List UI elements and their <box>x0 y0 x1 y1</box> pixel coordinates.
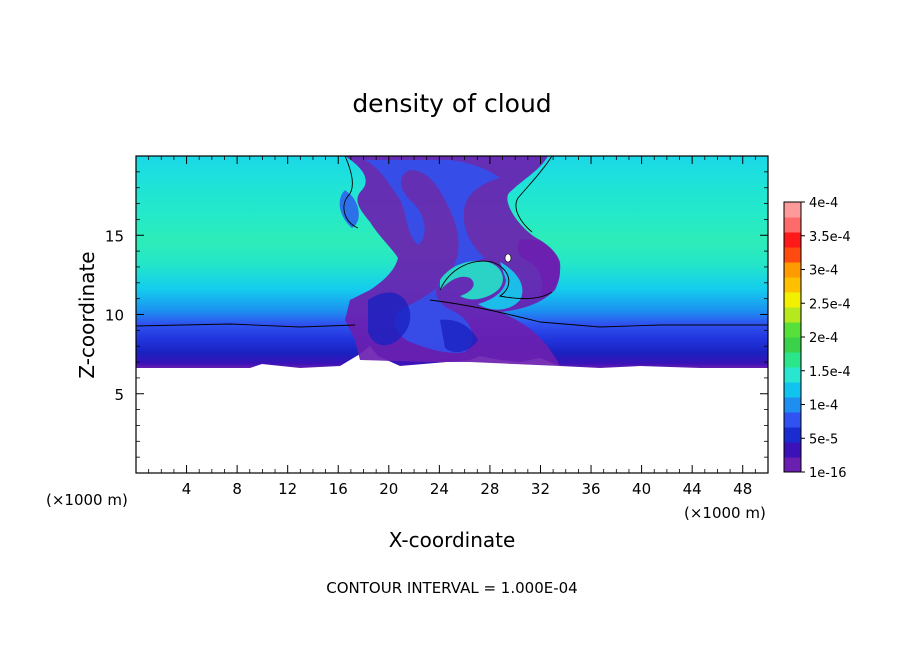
contour-line-base <box>136 321 768 328</box>
small-white-spot <box>504 253 512 263</box>
colorbar-swatch <box>784 367 801 383</box>
left-lobe <box>339 190 359 228</box>
contour-line-left <box>343 156 359 229</box>
y-tick-label: 15 <box>105 227 124 245</box>
colorbar-swatch <box>784 382 801 398</box>
colorbar-label: 3e-4 <box>809 264 838 279</box>
contour-line-diagonal <box>429 299 541 323</box>
x-tick-label: 48 <box>733 480 752 498</box>
x-axis-label: X-coordinate <box>389 528 516 552</box>
x-tick-label: 20 <box>379 480 398 498</box>
colorbar-swatch <box>784 307 801 323</box>
colorbar-swatch <box>784 217 801 233</box>
right-lobe <box>517 239 561 300</box>
colorbar-label: 1.5e-4 <box>809 365 851 380</box>
x-tick-label: 16 <box>329 480 348 498</box>
colorbar-label: 3.5e-4 <box>809 230 851 245</box>
y-tick-label: 10 <box>105 307 124 325</box>
y-tick-label: 5 <box>114 386 124 404</box>
plume-blue-core <box>365 160 500 353</box>
no-cloud-region <box>136 346 768 473</box>
colorbar-label: 4e-4 <box>809 196 838 211</box>
chart-title: density of cloud <box>352 89 551 118</box>
colorbar-swatch <box>784 352 801 368</box>
colorbar-swatch <box>784 292 801 308</box>
colorbar-swatch <box>784 427 801 443</box>
colorbar-label: 2e-4 <box>809 331 838 346</box>
x-tick-label: 28 <box>480 480 499 498</box>
y-axis-label: Z-coordinate <box>75 251 99 378</box>
colorbar: 1e-16 5e-5 1e-4 1.5e-4 2e-4 2.5e-4 3e-4 3.5e-4 4… <box>783 196 851 481</box>
x-tick-label: 12 <box>278 480 297 498</box>
colorbar-swatch <box>784 442 801 458</box>
x-tick-label: 36 <box>581 480 600 498</box>
x-axis-ticks: 4 8 12 16 20 24 28 32 36 40 44 48 <box>148 156 756 498</box>
x-unit-right: (×1000 m) <box>684 504 766 522</box>
contour-line-swirl <box>439 260 553 300</box>
plume-dark-blue <box>368 292 478 353</box>
colorbar-swatch <box>784 457 801 473</box>
colorbar-swatch <box>784 247 801 263</box>
x-tick-label: 8 <box>232 480 242 498</box>
colorbar-swatch <box>784 322 801 338</box>
contour-line-right <box>515 156 553 233</box>
x-tick-label: 24 <box>430 480 449 498</box>
colorbar-swatch <box>784 337 801 353</box>
colorbar-label: 2.5e-4 <box>809 297 851 312</box>
x-tick-label: 32 <box>531 480 550 498</box>
colorbar-swatch <box>784 397 801 413</box>
y-axis-ticks: 5 10 15 <box>105 171 768 458</box>
colorbar-swatch <box>784 232 801 248</box>
colorbar-label: 1e-4 <box>809 399 838 414</box>
colorbar-label: 5e-5 <box>809 432 838 447</box>
x-tick-label: 40 <box>632 480 651 498</box>
x-tick-label: 44 <box>683 480 702 498</box>
colorbar-swatch <box>784 202 801 218</box>
contour-interval-note: CONTOUR INTERVAL = 1.000E-04 <box>326 579 577 597</box>
colorbar-swatch <box>784 277 801 293</box>
colorbar-label: 1e-16 <box>809 466 847 481</box>
colorbar-swatch <box>784 412 801 428</box>
x-unit-left: (×1000 m) <box>46 491 128 509</box>
colorbar-swatch <box>784 262 801 278</box>
plot-area <box>136 156 768 473</box>
x-tick-label: 4 <box>182 480 192 498</box>
